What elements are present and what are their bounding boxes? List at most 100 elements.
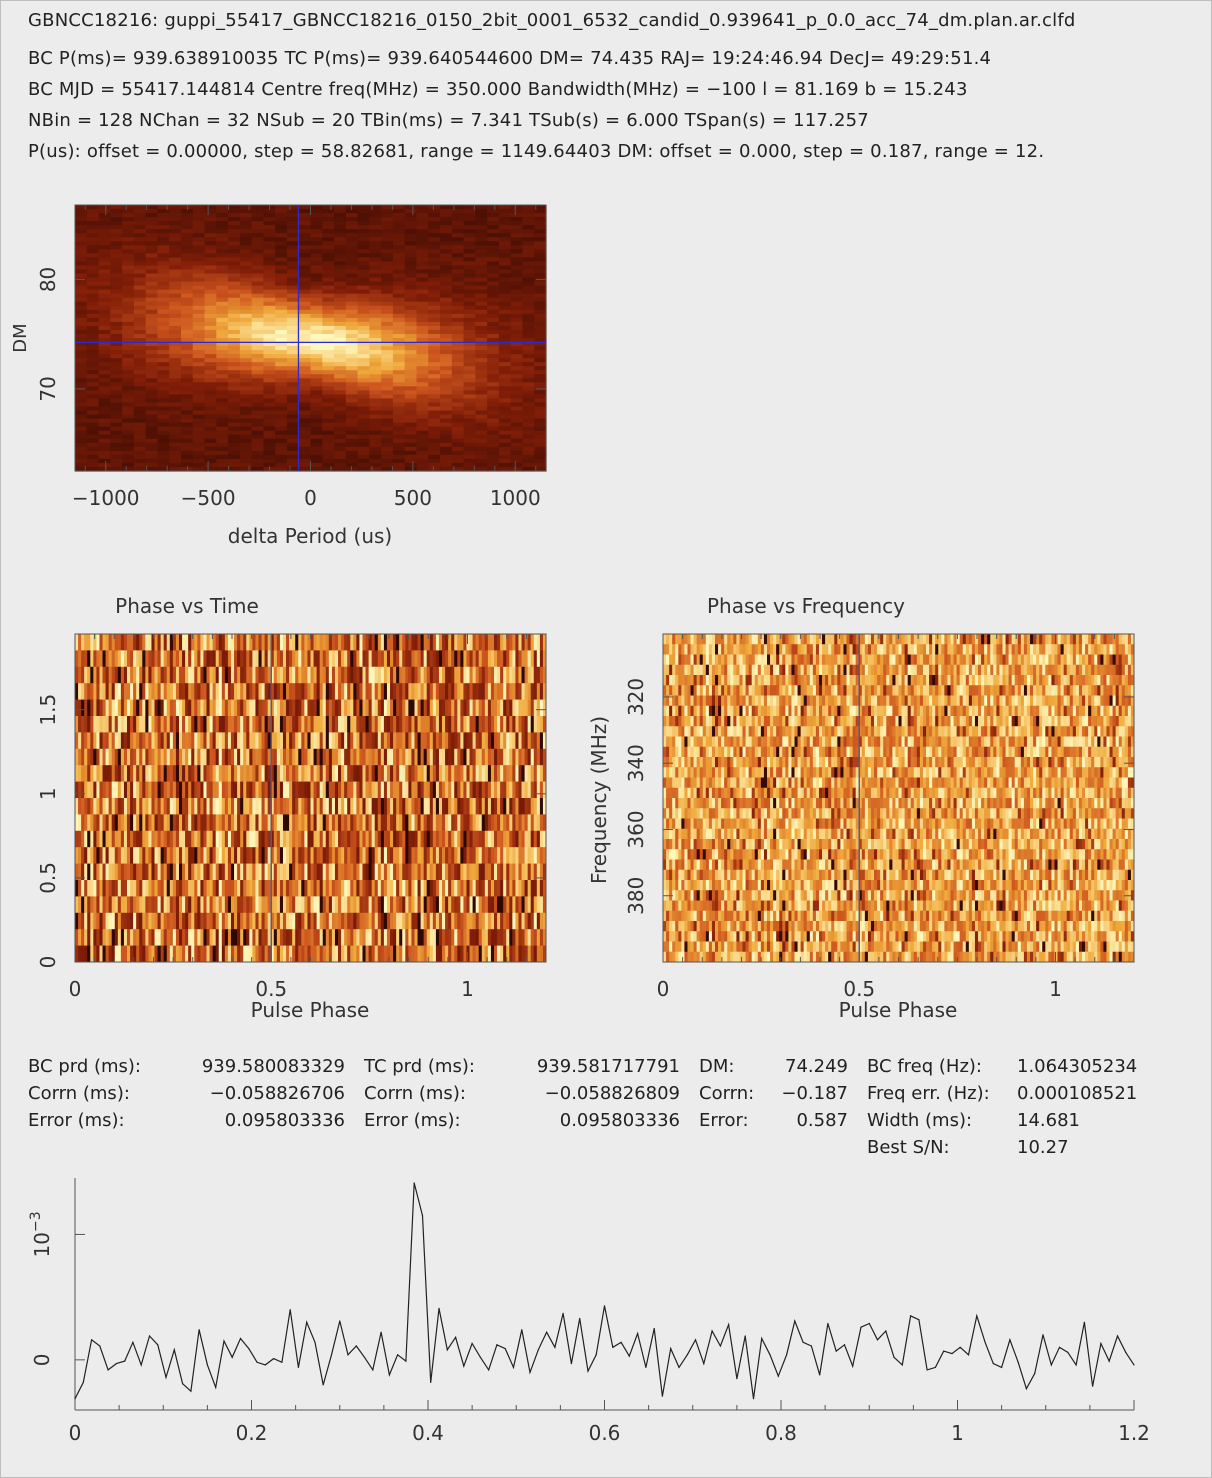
pt-heat-cell: [503, 650, 507, 668]
dm-heat-cell: [475, 382, 488, 387]
dm-heat-cell: [286, 354, 300, 359]
pt-heat-cell: [148, 847, 152, 865]
pt-heat-cell: [307, 634, 311, 651]
dm-heat-cell: [487, 374, 500, 379]
pt-heat-cell: [466, 732, 471, 750]
dm-heat-cell: [263, 406, 276, 412]
dm-heat-cell: [522, 454, 535, 460]
dm-heat-cell: [263, 321, 276, 327]
pt-heat-cell: [142, 814, 146, 832]
pt-heat-cell: [230, 699, 235, 717]
dm-heat-cell: [369, 338, 382, 343]
dm-heat-cell: [145, 406, 159, 412]
dm-heat-cell: [239, 442, 253, 448]
dm-heat-cell: [310, 342, 323, 347]
dm-heat-cell: [322, 229, 335, 234]
pt-heat-cell: [123, 814, 128, 832]
dm-heat-cell: [110, 402, 123, 408]
pt-heat-cell: [518, 798, 523, 815]
dm-heat-cell: [451, 362, 465, 367]
pt-heat-cell: [264, 863, 269, 881]
dm-heat-cell: [310, 209, 323, 214]
dm-heat-cell: [286, 422, 300, 428]
pt-heat-cell: [185, 863, 189, 881]
dm-heat-cell: [228, 378, 241, 383]
dm-heat-cell: [204, 394, 217, 400]
pt-heat-cell: [99, 699, 104, 717]
pt-heat-cell: [353, 650, 357, 668]
dm-heat-cell: [145, 418, 159, 424]
pt-heat-cell: [322, 847, 327, 865]
dm-heat-cell: [498, 233, 512, 238]
pt-heat-cell: [212, 863, 217, 881]
dm-heat-cell: [86, 446, 100, 452]
pt-heat-cell: [377, 814, 382, 832]
pt-heat-cell: [120, 666, 125, 684]
dm-heat-cell: [204, 402, 217, 408]
pt-heat-cell: [475, 748, 480, 766]
dm-heat-cell: [322, 221, 335, 226]
dm-heat-cell: [75, 410, 88, 416]
pt-heat-cell: [227, 666, 232, 684]
pt-heat-cell: [484, 830, 489, 848]
dm-heat-cell: [228, 390, 241, 396]
pt-heat-cell: [319, 798, 324, 815]
pt-heat-cell: [521, 634, 526, 651]
dm-heat-cell: [86, 217, 100, 222]
dm-heat-cell: [192, 358, 206, 363]
pt-heat-cell: [200, 748, 204, 766]
dm-heat-cell: [487, 430, 500, 436]
dm-heat-cell: [345, 362, 359, 367]
pt-heat-cell: [328, 650, 333, 668]
pt-heat-cell: [136, 666, 140, 684]
pt-heat-cell: [188, 765, 192, 783]
dm-heat-cell: [451, 217, 465, 222]
pt-heat-cell: [234, 830, 238, 848]
pt-heat-cell: [78, 683, 82, 701]
dm-heat-cell: [475, 289, 488, 295]
dm-heat-cell: [169, 241, 182, 246]
pt-heat-cell: [145, 798, 149, 815]
dm-heat-cell: [110, 362, 123, 367]
pt-heat-cell: [289, 634, 293, 651]
pt-heat-cell: [273, 699, 278, 717]
dm-heat-cell: [522, 418, 535, 424]
dm-heat-cell: [404, 317, 418, 323]
dm-heat-cell: [475, 450, 488, 456]
pt-heat-cell: [136, 814, 140, 832]
pt-heat-cell: [420, 781, 425, 799]
pt-heat-cell: [175, 830, 180, 848]
dm-heat-cell: [522, 229, 535, 234]
pt-heat-cell: [175, 781, 180, 799]
pt-heat-cell: [145, 699, 149, 717]
pt-heat-cell: [457, 732, 461, 750]
pt-heat-cell: [84, 732, 88, 750]
pt-heat-cell: [307, 863, 311, 881]
dm-heat-cell: [157, 313, 170, 319]
dm-heat-cell: [416, 297, 429, 303]
pt-heat-cell: [197, 666, 201, 684]
pt-heat-cell: [402, 650, 406, 668]
pt-heat-cell: [414, 634, 419, 651]
pt-heat-cell: [108, 863, 113, 881]
pt-heat-cell: [203, 748, 208, 766]
dm-heat-cell: [98, 253, 111, 258]
dm-heat-cell: [228, 245, 241, 250]
dm-heat-cell: [169, 458, 182, 464]
pt-heat-cell: [249, 798, 253, 815]
dm-heat-cell: [110, 257, 123, 263]
dm-heat-cell: [216, 414, 229, 420]
pt-heat-cell: [494, 847, 498, 865]
dm-heat-cell: [416, 277, 429, 283]
dm-heat-cell: [428, 422, 441, 428]
pt-heat-cell: [212, 699, 217, 717]
dm-heat-cell: [86, 342, 100, 347]
dm-heat-cell: [522, 466, 535, 472]
pt-heat-cell: [494, 798, 498, 815]
pt-heat-cell: [527, 666, 532, 684]
dm-heat-cell: [275, 209, 288, 214]
dm-heat-cell: [322, 346, 335, 351]
dm-heat-cell: [145, 426, 159, 432]
dm-heat-cell: [404, 358, 418, 363]
dm-heat-cell: [416, 209, 429, 214]
